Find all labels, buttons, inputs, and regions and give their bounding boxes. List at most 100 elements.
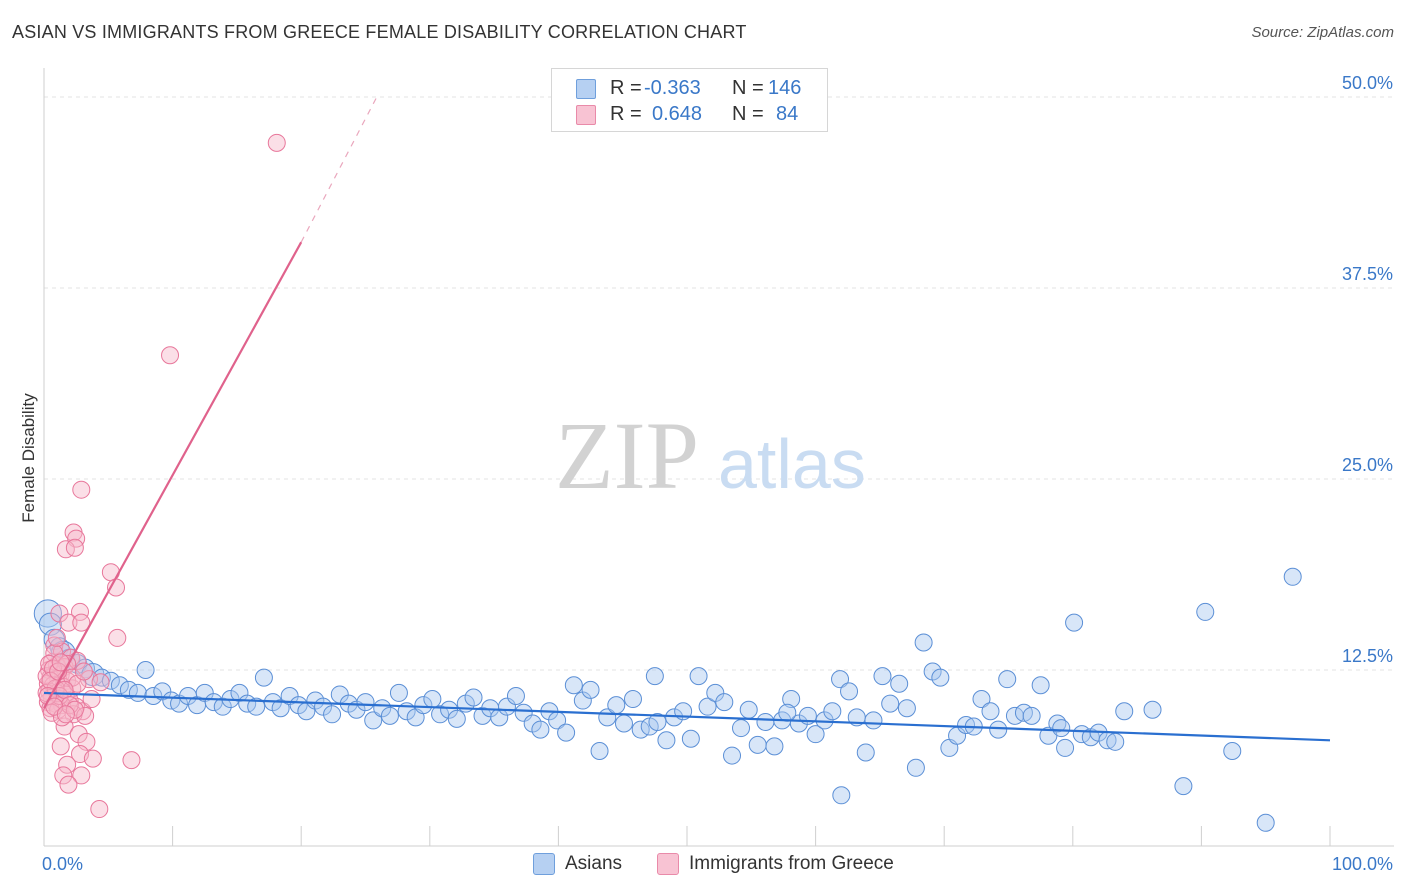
asians-point [998,670,1017,689]
legend-n-value: 146 [768,77,802,99]
asians-point [170,694,189,713]
asians-point [840,682,859,701]
greece-point [69,725,88,744]
asians-point [110,676,129,695]
watermark-zip: ZIP [555,402,699,509]
greece-point [74,662,93,681]
greece-point [267,133,286,152]
asians-swatch [576,79,596,99]
asians-point [782,690,801,709]
asians-point [645,667,664,686]
asians-point [195,683,214,702]
asians-point [1143,700,1162,719]
asians-point [972,690,991,709]
asians-point [1283,567,1302,586]
asians-point [931,668,950,687]
asians-point [778,703,797,722]
asians-point [906,758,925,777]
asians-point [981,702,1000,721]
asians-point [414,696,433,715]
greece-point [59,613,78,632]
greece-trend-line [43,241,303,709]
y-axis-label: Female Disability [19,393,38,523]
asians-point [856,743,875,762]
asians-point [213,697,232,716]
asians-point [356,693,375,712]
greece-point [83,749,102,768]
legend-n-label: N = [732,103,764,125]
greece-point [122,751,141,770]
asians-point [1052,719,1071,738]
asians-point [1256,813,1275,832]
asians-point [280,686,299,705]
asians-point [447,709,466,728]
asians-point [423,690,442,709]
greece-point [72,613,91,632]
greece-point [65,700,84,719]
asians-point [914,633,933,652]
asians-point [715,693,734,712]
legend-n-value: 84 [776,103,799,125]
asians-point [657,731,676,750]
x-tick-label: 0.0% [42,854,83,874]
asians-point [564,676,583,695]
asians-point [364,711,383,730]
greece-point [47,628,66,647]
asians-point [823,702,842,721]
greece-point [72,766,91,785]
x-tick-label: 100.0% [1332,854,1393,874]
asians-point [581,680,600,699]
asians-point [681,729,700,748]
greece-point [58,755,77,774]
asians-point [1115,702,1134,721]
asians-point [890,674,909,693]
asians-point [881,694,900,713]
asians-point [607,696,626,715]
asians-point [271,699,290,718]
asians-point [440,700,459,719]
asians-point [732,719,751,738]
asians-point [254,668,273,687]
asians-point [1174,777,1193,796]
y-tick-label: 50.0% [1342,73,1393,93]
greece-point [54,766,73,785]
asians-point [514,703,533,722]
greece-point [76,706,95,725]
asians-point [756,712,775,731]
axis-layer: 0.0% 100.0% [42,68,1394,874]
asians-point [431,705,450,724]
greece-point [90,800,109,819]
asians-point [706,683,725,702]
asians-point [323,705,342,724]
asians-legend-label: Asians [565,853,623,874]
legend-n-label: N = [732,77,764,99]
legend-r-value: 0.648 [652,103,703,125]
legend-r-value: -0.363 [644,77,701,99]
greece-point [91,673,110,692]
asians-point [389,683,408,702]
asians-point [136,661,155,679]
y-tick-label: 37.5% [1342,264,1393,284]
asians-point [897,699,916,718]
asians-point [623,690,642,709]
asians-point [128,683,147,702]
asians-point [648,712,667,731]
greece-legend-swatch [657,853,679,875]
asians-point [614,714,633,733]
watermark-atlas: atlas [718,425,866,503]
greece-point [82,690,101,709]
legend-r-label: R = [610,103,642,125]
asians-point [380,706,399,725]
asians-point [739,700,758,719]
asians-point [531,720,550,739]
asians-point [464,688,483,707]
asians-point [789,714,808,733]
asians-point [506,686,525,705]
asians-point [590,741,609,760]
asians-point [806,725,825,744]
asians-point [864,711,883,730]
asians-point [1031,676,1050,695]
asians-point [1065,613,1084,632]
asians-point [1196,602,1215,621]
correlation-legend: R = -0.363 N = 146 R = 0.648 N = 84 [551,68,828,132]
